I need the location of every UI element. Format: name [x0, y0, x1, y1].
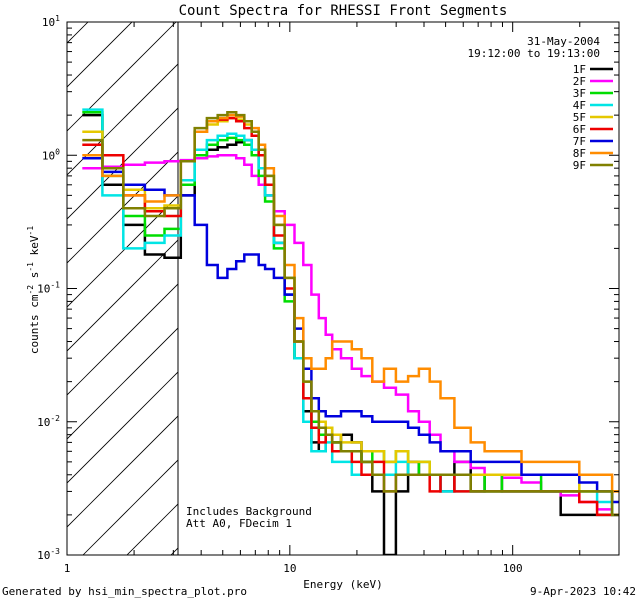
- attenuator-note: Att A0, FDecim 1: [186, 517, 292, 530]
- legend-label-3f: 3F: [573, 87, 586, 100]
- hatch-line: [170, 547, 178, 555]
- x-axis-label: Energy (keV): [303, 578, 382, 591]
- series-9f-line: [82, 111, 619, 517]
- legend-label-6f: 6F: [573, 123, 586, 136]
- series-3f-line: [82, 111, 619, 517]
- observation-time-range: 19:12:00 to 19:13:00: [468, 47, 600, 60]
- y-tick-label: 100: [42, 147, 60, 162]
- chart-title: Count Spectra for RHESSI Front Segments: [179, 3, 508, 19]
- background-note: Includes Background: [186, 505, 312, 518]
- legend-label-2f: 2F: [573, 75, 586, 88]
- hatch-line: [67, 63, 178, 176]
- hatch-line: [67, 371, 178, 484]
- hatch-line: [0, 0, 111, 555]
- footer-generator: Generated by hsi_min_spectra_plot.pro: [2, 585, 248, 598]
- y-axis-label: counts cm-2 s-1 keV-1: [26, 226, 41, 354]
- hatch-line: [67, 22, 177, 132]
- legend-label-1f: 1F: [573, 63, 586, 76]
- x-tick-label: 10: [283, 562, 296, 575]
- series-1f-line: [82, 113, 619, 555]
- series-6f-line: [82, 116, 619, 517]
- legend-label-8f: 8F: [573, 147, 586, 160]
- x-tick-label: 1: [64, 562, 71, 575]
- hatch-line: [67, 22, 89, 44]
- y-tick-label: 10-3: [37, 547, 60, 562]
- legend-label-4f: 4F: [573, 99, 586, 112]
- series-4f-line: [82, 108, 619, 517]
- x-tick-label: 100: [503, 562, 523, 575]
- observation-date: 31-May-2004: [527, 35, 600, 48]
- legend-label-9f: 9F: [573, 159, 586, 172]
- excluded-energy-hatch: [0, 0, 178, 555]
- hatch-line: [67, 151, 178, 264]
- hatch-line: [67, 22, 133, 88]
- y-tick-label: 10-1: [37, 281, 60, 296]
- hatch-line: [67, 239, 178, 352]
- series-layer: [82, 108, 619, 555]
- series-8f-line: [82, 113, 619, 493]
- legend-label-5f: 5F: [573, 111, 586, 124]
- footer-timestamp: 9-Apr-2023 10:42: [530, 585, 636, 598]
- series-5f-line: [82, 116, 619, 493]
- series-7f-line: [82, 156, 619, 504]
- hatch-line: [67, 195, 178, 308]
- y-tick-label: 10-2: [37, 414, 60, 429]
- axis-ticks: 1 10 100 10-3 10-2 10-1 100 101: [37, 14, 620, 575]
- y-tick-label: 101: [42, 14, 60, 29]
- legend-label-7f: 7F: [573, 135, 586, 148]
- hatch-line: [67, 415, 178, 528]
